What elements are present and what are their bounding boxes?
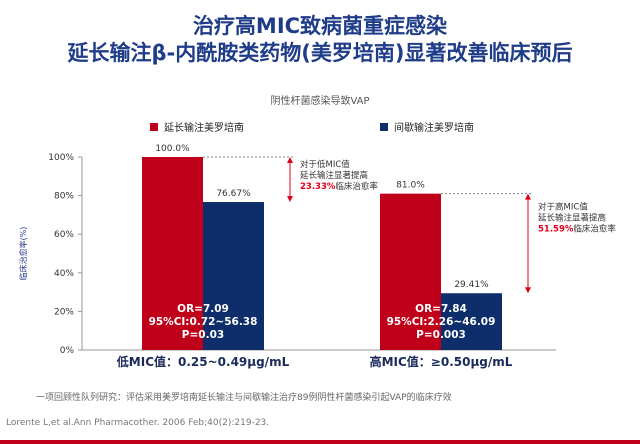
bar-value-label: 81.0%	[396, 181, 425, 191]
stat-line: P=0.03	[182, 329, 224, 341]
bar-value-label: 29.41%	[454, 280, 489, 290]
category-label: 高MIC值：≥0.50μg/mL	[370, 354, 513, 369]
arrow-head-up	[525, 193, 531, 200]
y-tick-label: 0%	[60, 346, 75, 356]
annotation-line2: 延长输注显著提高	[538, 213, 606, 224]
arrow-head-up	[287, 157, 293, 163]
stat-line: OR=7.84	[415, 303, 467, 315]
annotation-suffix: 临床治愈率	[573, 224, 616, 235]
annotation-line3: 23.33%临床治愈率	[300, 181, 378, 192]
legend-label-1: 间歇输注美罗培南	[394, 121, 474, 134]
bar-value-label: 100.0%	[155, 144, 190, 154]
annotation-line2: 延长输注显著提高	[300, 170, 368, 181]
bar-value-label: 76.67%	[216, 189, 251, 199]
bar-1-0	[380, 193, 441, 350]
annotation-line3: 51.59%临床治愈率	[538, 224, 616, 235]
title-line-2: 延长输注β-内酰胺类药物(美罗培南)显著改善临床预后	[67, 41, 573, 65]
y-tick-label: 40%	[54, 269, 74, 279]
y-axis-label: 临床治愈率(%)	[18, 227, 28, 281]
y-tick-label: 20%	[54, 307, 74, 317]
annotation-line1: 对于低MIC值	[300, 159, 350, 170]
bar-0-0	[142, 157, 203, 350]
stat-line: P=0.003	[416, 329, 466, 341]
stat-line: 95%CI:2.26~46.09	[387, 316, 496, 328]
y-tick-label: 80%	[54, 192, 74, 202]
footnote: 一项回顾性队列研究：评估采用美罗培南延长输注与间歇输注治疗89例阴性杆菌感染引起…	[36, 393, 452, 403]
arrow-head-down	[287, 196, 293, 203]
legend-swatch-1	[380, 123, 388, 131]
legend-swatch-0	[150, 123, 158, 131]
annotation-line1: 对于高MIC值	[538, 202, 588, 213]
y-tick-label: 60%	[54, 230, 74, 240]
category-label: 低MIC值：0.25~0.49μg/mL	[116, 354, 290, 369]
arrow-head-down	[525, 287, 531, 294]
annotation-suffix: 临床治愈率	[335, 181, 378, 192]
bottom-border	[0, 440, 640, 444]
stat-line: 95%CI:0.72~56.38	[149, 316, 258, 328]
reference: Lorente L,et al.Ann Pharmacother. 2006 F…	[6, 418, 270, 428]
y-tick-label: 100%	[48, 153, 74, 163]
legend-label-0: 延长输注美罗培南	[164, 121, 244, 134]
annotation-percent: 23.33%	[300, 182, 336, 192]
chart-title: 阴性杆菌感染导致VAP	[270, 94, 369, 107]
stat-line: OR=7.09	[177, 303, 229, 315]
bar-0-1	[203, 202, 264, 350]
annotation-percent: 51.59%	[538, 225, 574, 235]
title-line-1: 治疗高MIC致病菌重症感染	[192, 14, 448, 38]
bar-1-1	[441, 293, 502, 350]
